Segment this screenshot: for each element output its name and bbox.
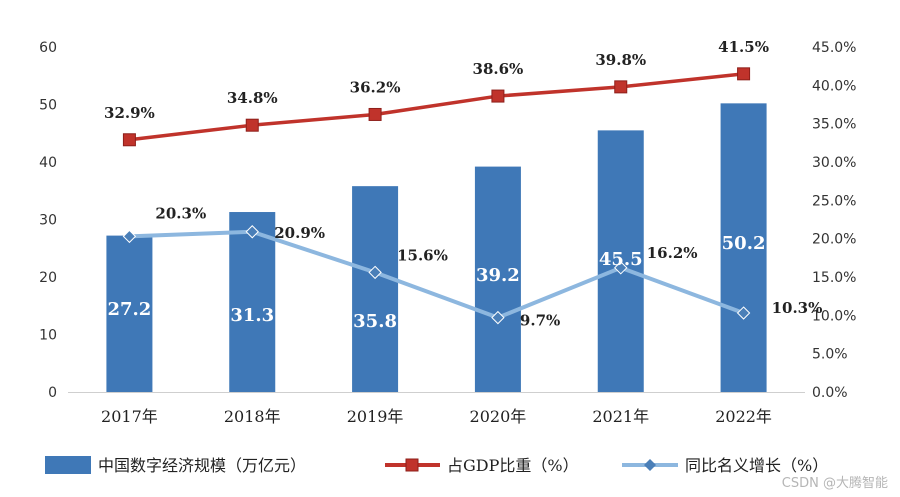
growth-point	[491, 310, 505, 325]
legend-swatch-growth-marker	[644, 459, 656, 471]
x-tick-label: 2021年	[592, 407, 649, 426]
share-point	[614, 80, 628, 94]
x-tick-label: 2017年	[101, 407, 158, 426]
share-point	[122, 133, 136, 147]
left-tick-label: 60	[39, 40, 57, 56]
left-tick-label: 30	[39, 213, 57, 229]
bar	[474, 166, 521, 392]
left-tick-label: 50	[39, 98, 57, 114]
bar-value-label: 35.8	[353, 311, 397, 332]
share-value-label: 32.9%	[104, 104, 155, 122]
share-point	[737, 67, 751, 81]
growth-value-label: 16.2%	[647, 244, 698, 262]
growth-value-label: 20.3%	[155, 204, 206, 222]
share-line	[129, 72, 744, 142]
share-value-label: 39.8%	[595, 51, 646, 69]
growth-line	[129, 229, 745, 320]
legend-label-growth: 同比名义增长（%）	[685, 456, 828, 475]
bar	[720, 103, 767, 392]
right-tick-label: 15.0%	[812, 270, 856, 286]
bar	[106, 235, 153, 392]
right-tick-label: 10.0%	[812, 308, 856, 324]
growth-value-label: 9.7%	[520, 312, 560, 330]
bar-value-label: 31.3	[230, 305, 274, 326]
bar	[229, 212, 276, 392]
share-value-label: 38.6%	[473, 60, 524, 78]
right-tick-label: 5.0%	[812, 347, 848, 363]
right-tick-label: 45.0%	[812, 40, 856, 56]
right-tick-label: 30.0%	[812, 155, 856, 171]
legend-swatch-bar	[45, 456, 91, 474]
left-tick-label: 10	[39, 328, 57, 344]
watermark: CSDN @大腾智能	[781, 476, 888, 491]
right-tick-label: 35.0%	[812, 117, 856, 133]
right-tick-label: 25.0%	[812, 193, 856, 209]
bar	[352, 186, 399, 392]
x-tick-label: 2018年	[224, 407, 281, 426]
bar-value-label: 45.5	[599, 249, 643, 270]
growth-point	[122, 229, 137, 244]
right-tick-label: 40.0%	[812, 78, 856, 94]
legend-label-share: 占GDP比重（%）	[447, 456, 579, 475]
bar-value-label: 39.2	[476, 265, 520, 286]
growth-value-label: 15.6%	[397, 246, 448, 264]
share-value-label: 41.5%	[718, 38, 769, 56]
x-tick-label: 2020年	[470, 407, 527, 426]
legend-label-bar: 中国数字经济规模（万亿元）	[98, 456, 306, 475]
right-tick-label: 0.0%	[812, 385, 848, 401]
share-value-label: 36.2%	[350, 78, 401, 96]
growth-value-label: 20.9%	[274, 224, 325, 242]
share-point	[245, 118, 259, 132]
bar-value-label: 50.2	[722, 233, 766, 254]
growth-value-label: 10.3%	[772, 299, 823, 317]
share-value-label: 34.8%	[227, 89, 278, 107]
x-tick-label: 2022年	[715, 407, 772, 426]
bar-value-label: 27.2	[107, 299, 151, 320]
growth-point	[736, 306, 751, 320]
left-tick-label: 40	[39, 155, 57, 171]
left-tick-label: 0	[48, 385, 57, 401]
share-point	[491, 89, 505, 103]
growth-point	[614, 261, 628, 275]
share-point	[368, 107, 382, 121]
growth-point	[245, 225, 259, 239]
legend-swatch-share-marker	[405, 458, 419, 472]
growth-point	[368, 265, 382, 280]
left-tick-label: 20	[39, 270, 57, 286]
right-tick-label: 20.0%	[812, 232, 856, 248]
x-tick-label: 2019年	[347, 407, 404, 426]
